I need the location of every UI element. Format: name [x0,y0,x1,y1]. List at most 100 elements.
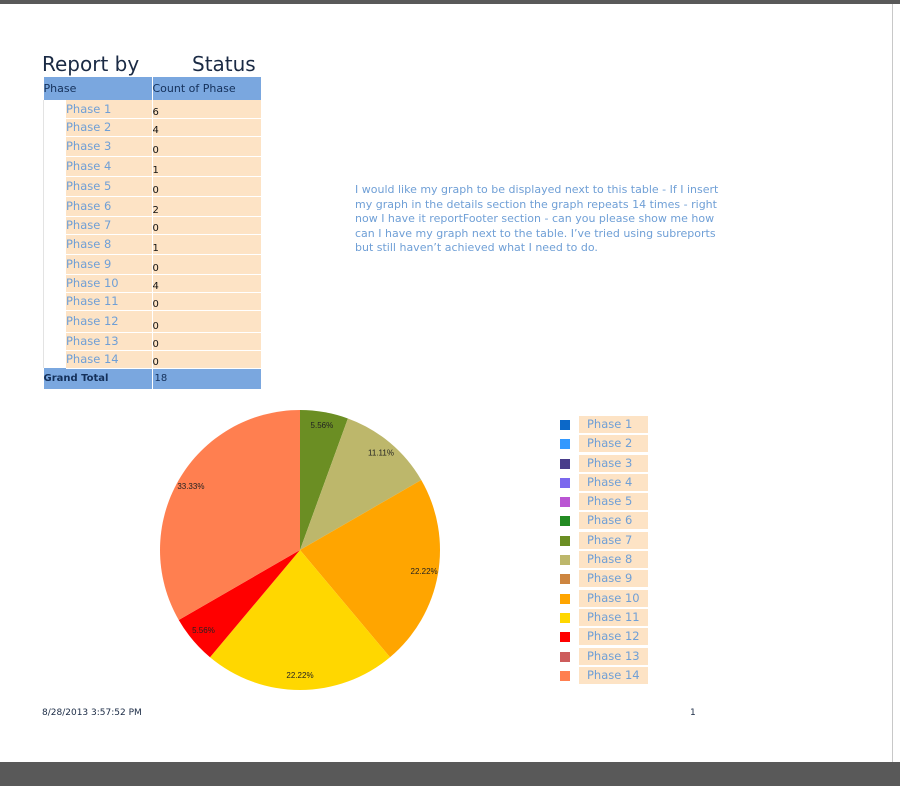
phase-cell: Phase 1 [66,100,152,119]
legend-label: Phase 11 [579,608,648,626]
legend-swatch [560,555,570,566]
pie-slice-label: 22.22% [286,671,313,680]
row-gutter [43,136,66,156]
report-page-number: 1 [690,708,696,718]
count-cell: 1 [151,234,261,255]
count-cell: 0 [151,136,261,157]
pie-slice [178,550,300,658]
row-gutter [43,100,66,118]
phase-cell: Phase 3 [66,136,152,157]
pie-slice [160,410,300,620]
legend-swatch [560,593,570,604]
row-gutter [43,254,66,274]
legend-swatch [560,477,570,488]
legend-label: Phase 3 [579,454,648,472]
pie-slice [300,418,422,550]
table-row: Phase 12 0 [43,310,261,333]
count-column-header: Count of Phase [152,77,262,100]
window-bottom-bar [0,762,900,786]
pie-slice-label: 11.11% [368,449,394,458]
count-cell: 4 [151,274,261,293]
legend-label: Phase 8 [579,551,648,569]
phase-cell: Phase 4 [66,156,152,177]
row-gutter [43,350,66,368]
count-cell: 0 [151,216,261,235]
table-row: Phase 14 0 [43,350,261,369]
table-row: Phase 13 0 [43,332,261,351]
row-gutter [43,176,66,196]
row-gutter [43,118,66,136]
legend-swatch [560,632,570,643]
legend-label: Phase 2 [579,435,648,453]
legend-swatch [560,439,570,450]
phase-pie-chart: 5.56% 11.11% 22.22% 22.22% 5.56% 33.33% [160,410,440,690]
pie-slice [210,550,390,690]
phase-cell: Phase 13 [66,332,152,351]
legend-swatch [560,574,570,585]
legend-label: Phase 9 [579,570,648,588]
legend-swatch [560,516,570,527]
row-gutter [43,156,66,176]
legend-swatch [560,420,570,430]
row-gutter [43,310,66,332]
phase-cell: Phase 6 [66,196,152,217]
legend-label: Phase 4 [579,473,648,491]
phase-count-table: Phase Count of Phase Phase 1 6 Phase 2 4 Pha… [43,77,262,389]
pie-slice-label: 33.33% [177,482,204,491]
count-cell: 0 [151,292,261,311]
count-cell: 4 [151,118,261,137]
legend-swatch [560,458,570,469]
phase-cell: Phase 12 [66,310,152,333]
legend-swatch [560,612,570,623]
count-cell: 0 [151,254,261,275]
phase-cell: Phase 8 [66,234,152,255]
legend-label: Phase 1 [579,416,648,433]
legend-swatch [560,651,570,662]
phase-cell: Phase 9 [66,254,152,275]
count-cell: 0 [151,332,261,351]
legend-label: Phase 10 [579,589,648,607]
legend-label: Phase 6 [579,512,648,530]
legend-swatch [560,670,570,681]
row-gutter [43,196,66,216]
phase-cell: Phase 10 [66,274,152,293]
legend-label: Phase 7 [579,531,648,549]
count-cell: 6 [151,100,261,119]
question-note: I would like my graph to be displayed ne… [355,183,719,254]
pie-slice-label: 5.56% [192,626,215,635]
phase-cell: Phase 5 [66,176,152,197]
legend-swatch [560,497,570,508]
grand-total-label: Grand Total [43,368,152,389]
page-right-edge [892,4,893,762]
grand-total-count: 18 [151,368,261,389]
phase-cell: Phase 14 [66,350,152,369]
count-cell: 2 [151,196,261,217]
count-cell: 1 [151,156,261,177]
grand-total-row: Grand Total 18 [43,368,261,389]
report-title-right: Status [192,52,256,76]
pie-slice [300,410,348,550]
pie-slice-label: 22.22% [411,567,438,576]
legend-swatch [560,535,570,546]
pie-slice-label: 5.56% [311,421,334,430]
window-top-bar [0,0,900,4]
row-gutter [43,292,66,310]
table-header-row: Phase Count of Phase [43,77,262,100]
count-cell: 0 [151,176,261,197]
phase-cell: Phase 7 [66,216,152,235]
count-cell: 0 [151,350,261,369]
table-row: Phase 11 0 [43,292,261,311]
legend-label: Phase 13 [579,647,648,665]
report-title-left: Report by [42,52,140,76]
count-cell: 0 [151,310,261,333]
